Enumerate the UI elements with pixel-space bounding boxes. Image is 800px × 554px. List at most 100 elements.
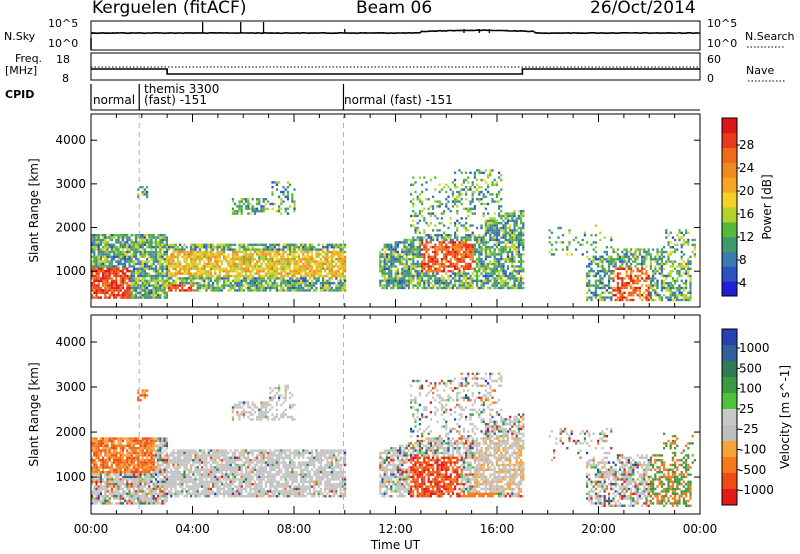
echo-cell — [302, 282, 305, 285]
echo-cell — [218, 265, 221, 268]
echo-cell — [289, 248, 292, 251]
echo-cell — [509, 229, 512, 232]
echo-cell — [154, 282, 157, 285]
echo-cell — [641, 260, 644, 263]
echo-cell — [339, 246, 342, 249]
echo-cell — [249, 286, 252, 290]
echo-cell — [236, 250, 239, 254]
echo-cell — [119, 236, 122, 239]
echo-cell — [467, 262, 470, 266]
echo-cell — [324, 279, 327, 282]
echo-cell — [511, 241, 514, 244]
echo-cell — [121, 444, 124, 447]
echo-cell — [168, 246, 171, 249]
echo-cell — [493, 178, 496, 182]
echo-cell — [242, 255, 245, 258]
echo-cell — [517, 241, 520, 244]
power-panel-cells — [91, 169, 696, 302]
echo-cell — [163, 236, 166, 239]
echo-cell — [473, 171, 476, 174]
echo-cell — [93, 480, 96, 483]
echo-cell — [271, 246, 274, 249]
echo-cell — [194, 277, 197, 280]
echo-cell — [638, 270, 641, 273]
echo-cell — [665, 262, 668, 266]
echo-cell — [154, 255, 157, 258]
echo-cell — [223, 246, 226, 249]
echo-cell — [163, 250, 166, 254]
echo-cell — [115, 274, 118, 278]
echo-cell — [113, 265, 116, 268]
echo-cell — [482, 248, 485, 251]
echo-cell — [165, 286, 168, 290]
echo-cell — [394, 260, 397, 263]
echo-cell — [456, 198, 459, 201]
echo-cell — [253, 272, 256, 275]
echo-cell — [275, 255, 278, 258]
echo-cell — [330, 250, 333, 254]
echo-cell — [150, 274, 153, 278]
echo-cell — [663, 282, 666, 285]
echo-cell — [517, 234, 520, 237]
echo-cell — [245, 286, 248, 290]
echo-cell — [256, 248, 259, 251]
echo-cell — [115, 267, 118, 270]
echo-cell — [663, 255, 666, 258]
echo-cell — [201, 284, 204, 287]
echo-cell — [423, 262, 426, 266]
echo-cell — [132, 284, 135, 287]
echo-cell — [289, 258, 292, 261]
echo-cell — [97, 475, 100, 479]
echo-cell — [610, 262, 613, 266]
echo-cell — [93, 238, 96, 242]
echo-cell — [128, 277, 131, 280]
echo-cell — [128, 456, 131, 459]
echo-cell — [423, 217, 426, 220]
echo-cell — [396, 255, 399, 258]
echo-cell — [689, 296, 692, 299]
echo-cell — [427, 282, 430, 285]
echo-cell — [473, 205, 476, 208]
echo-cell — [165, 265, 168, 268]
echo-cell — [462, 274, 465, 278]
echo-cell — [256, 277, 259, 280]
echo-cell — [181, 265, 184, 268]
echo-cell — [385, 279, 388, 282]
echo-cell — [522, 231, 525, 234]
echo-cell — [102, 497, 105, 500]
echo-cell — [590, 267, 593, 270]
echo-cell — [522, 270, 525, 273]
echo-cell — [467, 207, 470, 210]
echo-cell — [223, 267, 226, 270]
echo-cell — [603, 291, 606, 294]
echo-cell — [249, 277, 252, 280]
echo-cell — [130, 495, 133, 498]
echo-cell — [473, 234, 476, 237]
echo-cell — [150, 246, 153, 249]
echo-cell — [209, 272, 212, 275]
echo-cell — [462, 265, 465, 268]
echo-cell — [445, 258, 448, 261]
echo-cell — [652, 284, 655, 287]
echo-cell — [322, 267, 325, 270]
echo-cell — [513, 274, 516, 278]
echo-cell — [451, 243, 454, 246]
echo-cell — [337, 289, 340, 292]
echo-cell — [493, 231, 496, 234]
echo-cell — [141, 253, 144, 256]
echo-cell — [97, 466, 100, 469]
echo-cell — [273, 243, 276, 246]
echo-cell — [141, 267, 144, 270]
echo-cell — [104, 291, 107, 294]
echo-cell — [126, 291, 129, 294]
echo-cell — [491, 238, 494, 242]
echo-cell — [306, 253, 309, 256]
echo-cell — [414, 229, 417, 232]
echo-cell — [467, 238, 470, 242]
echo-cell — [660, 286, 663, 290]
echo-cell — [608, 277, 611, 280]
echo-cell — [652, 279, 655, 282]
echo-cell — [517, 286, 520, 290]
echo-cell — [456, 258, 459, 261]
echo-cell — [97, 497, 100, 500]
